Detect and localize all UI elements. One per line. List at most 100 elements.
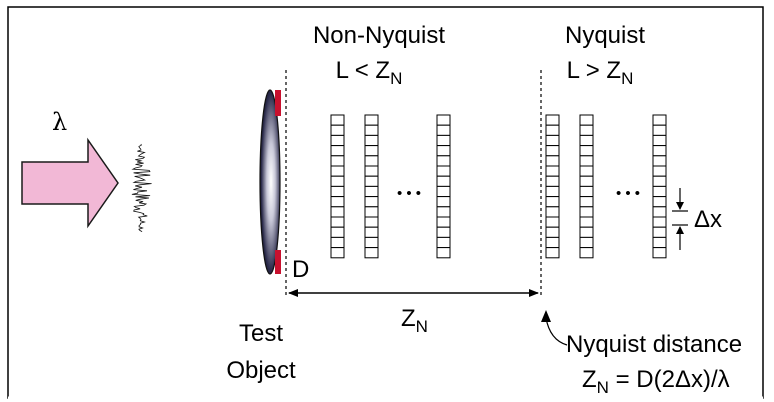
detector-column xyxy=(436,114,451,259)
detector-pixel xyxy=(579,247,594,259)
detector-pixel xyxy=(330,114,345,126)
detector-pixel xyxy=(364,155,379,167)
detector-pixel xyxy=(579,155,594,167)
detector-pixel xyxy=(545,206,560,218)
detector-pixel xyxy=(330,216,345,228)
detector-pixel xyxy=(330,226,345,238)
detector-pixel xyxy=(579,165,594,177)
detector-pixel xyxy=(364,206,379,218)
detector-pixel xyxy=(330,165,345,177)
detector-column xyxy=(579,114,594,259)
detector-pixel xyxy=(652,226,667,238)
non-nyquist-title: Non-Nyquist xyxy=(313,22,445,49)
detector-pixel xyxy=(652,236,667,249)
noise-wavefront-icon xyxy=(131,143,152,232)
detector-pixel xyxy=(436,247,451,259)
detector-pixel xyxy=(652,134,667,147)
detector-pixel xyxy=(652,185,667,198)
detector-pixel xyxy=(330,196,345,208)
detector-pixel xyxy=(330,185,345,198)
detector-pixel xyxy=(330,236,345,249)
detector-pixel xyxy=(436,216,451,228)
detector-pixel xyxy=(579,175,594,187)
detector-pixel xyxy=(436,226,451,238)
detector-pixel xyxy=(579,185,594,198)
zn-distance-label: ZN xyxy=(401,305,428,336)
detector-pixel xyxy=(579,196,594,208)
detector-pixel xyxy=(364,134,379,147)
detector-arrays xyxy=(330,114,667,259)
pixel-pitch-indicator xyxy=(672,188,688,250)
wavelength-label: λ xyxy=(52,108,67,136)
detector-pixel xyxy=(652,155,667,167)
detector-pixel xyxy=(545,175,560,187)
detector-pixel xyxy=(436,175,451,187)
nyquist-formula: ZN = D(2Δx)/λ xyxy=(582,366,730,397)
detector-pixel xyxy=(436,145,451,157)
detector-pixel xyxy=(579,216,594,228)
detector-pixel xyxy=(652,216,667,228)
detector-pixel xyxy=(545,216,560,228)
detector-pixel xyxy=(545,124,560,136)
nyquist-distance-label: Nyquist distance xyxy=(566,331,742,358)
detector-pixel xyxy=(330,247,345,259)
aperture-top-bar xyxy=(275,90,281,116)
ellipsis-dots-icon-left: • • • xyxy=(397,185,421,202)
detector-pixel xyxy=(545,226,560,238)
detector-pixel xyxy=(579,114,594,126)
detector-pixel xyxy=(364,247,379,259)
detector-pixel xyxy=(579,206,594,218)
detector-pixel xyxy=(545,165,560,177)
detector-pixel xyxy=(545,196,560,208)
detector-pixel xyxy=(364,226,379,238)
detector-pixel xyxy=(652,206,667,218)
detector-pixel xyxy=(436,165,451,177)
detector-pixel xyxy=(364,185,379,198)
detector-pixel xyxy=(545,236,560,249)
detector-pixel xyxy=(364,114,379,126)
detector-column xyxy=(652,114,667,259)
test-object-label-line1: Test xyxy=(239,320,283,347)
detector-pixel xyxy=(579,134,594,147)
detector-pixel xyxy=(545,247,560,259)
callout-curve xyxy=(545,317,568,346)
delta-x-label: Δx xyxy=(694,206,722,233)
detector-pixel xyxy=(330,206,345,218)
nyquist-condition: L > ZN xyxy=(567,57,634,88)
aperture-bottom-bar xyxy=(275,250,281,274)
detector-pixel xyxy=(364,216,379,228)
detector-pixel xyxy=(545,145,560,157)
detector-pixel xyxy=(652,124,667,136)
detector-pixel xyxy=(652,114,667,126)
detector-pixel xyxy=(545,114,560,126)
detector-pixel xyxy=(545,134,560,147)
detector-pixel xyxy=(364,145,379,157)
detector-pixel xyxy=(330,124,345,136)
callout-arrowhead xyxy=(541,310,551,322)
detector-column xyxy=(330,114,345,259)
lens-object-icon xyxy=(259,89,281,275)
detector-pixel xyxy=(330,145,345,157)
test-object-label-line2: Object xyxy=(226,357,296,384)
ellipsis-dots-icon-right: • • • xyxy=(616,185,640,202)
detector-pixel xyxy=(364,165,379,177)
detector-pixel xyxy=(364,196,379,208)
detector-pixel xyxy=(436,114,451,126)
detector-pixel xyxy=(330,134,345,147)
detector-pixel xyxy=(579,226,594,238)
detector-pixel xyxy=(652,175,667,187)
detector-pixel xyxy=(330,175,345,187)
detector-pixel xyxy=(436,236,451,249)
non-nyquist-condition: L < ZN xyxy=(336,57,403,88)
detector-pixel xyxy=(579,145,594,157)
detector-pixel xyxy=(436,206,451,218)
detector-pixel xyxy=(545,155,560,167)
detector-pixel xyxy=(579,124,594,136)
incident-light-arrow-icon xyxy=(21,137,119,229)
detector-column xyxy=(364,114,379,259)
detector-pixel xyxy=(436,155,451,167)
detector-pixel xyxy=(436,196,451,208)
detector-pixel xyxy=(436,124,451,136)
detector-pixel xyxy=(364,124,379,136)
